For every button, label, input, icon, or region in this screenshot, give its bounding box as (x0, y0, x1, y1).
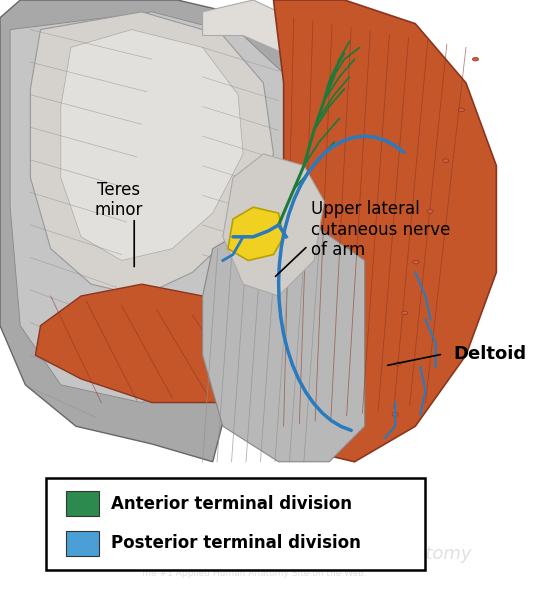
Ellipse shape (472, 57, 479, 61)
Polygon shape (263, 0, 496, 462)
Text: Teres
minor: Teres minor (95, 181, 143, 220)
Text: ©: © (263, 543, 284, 564)
Polygon shape (203, 0, 329, 77)
Text: Anterior terminal division: Anterior terminal division (111, 495, 353, 513)
Ellipse shape (458, 108, 464, 112)
Polygon shape (10, 12, 294, 403)
Text: teachmeanatomy: teachmeanatomy (314, 545, 473, 562)
Bar (46, 478, 426, 570)
Text: Upper lateral
cutaneous nerve
of arm: Upper lateral cutaneous nerve of arm (311, 200, 451, 259)
Text: Deltoid: Deltoid (453, 345, 526, 363)
Ellipse shape (427, 210, 433, 213)
Bar (66, 531, 99, 556)
Polygon shape (203, 225, 364, 462)
Polygon shape (31, 12, 273, 296)
Text: The #1 Applied Human Anatomy Site on the Web.: The #1 Applied Human Anatomy Site on the… (140, 568, 367, 578)
Ellipse shape (413, 260, 419, 264)
Polygon shape (61, 30, 243, 260)
Polygon shape (228, 207, 284, 260)
Text: Posterior terminal division: Posterior terminal division (111, 535, 361, 552)
Polygon shape (223, 154, 324, 296)
Ellipse shape (401, 311, 408, 315)
Ellipse shape (392, 413, 398, 416)
Polygon shape (35, 284, 273, 403)
Polygon shape (0, 0, 329, 462)
Ellipse shape (443, 159, 449, 162)
Ellipse shape (394, 362, 400, 365)
Bar (66, 491, 99, 516)
